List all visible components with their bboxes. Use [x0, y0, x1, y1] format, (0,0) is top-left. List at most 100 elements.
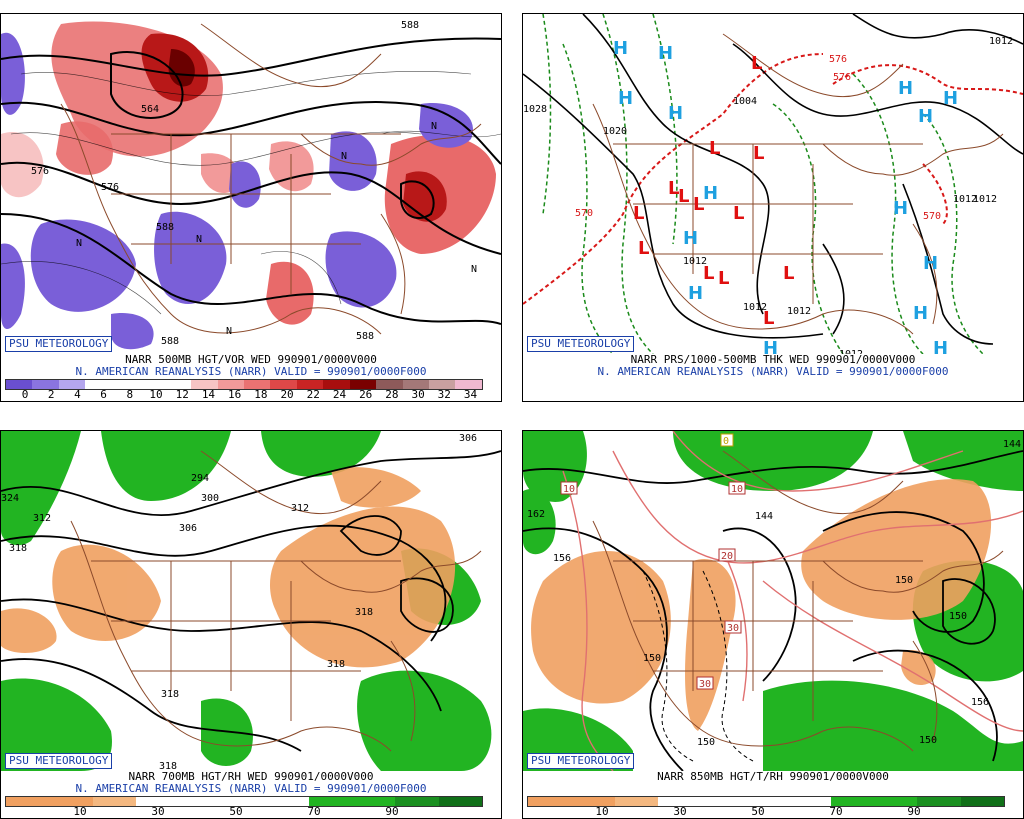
colorbar-swatch [429, 380, 456, 389]
psu-meteorology-badge: PSU METEOROLOGY [527, 753, 635, 769]
psu-meteorology-badge: PSU METEOROLOGY [5, 336, 113, 352]
colorbar-swatch [701, 797, 745, 806]
high-pressure-marker: H [683, 228, 698, 249]
isobar-label: 1012 [973, 194, 997, 205]
geography-outlines [70, 450, 482, 752]
colorbar-tick-label: 10 [595, 805, 609, 818]
product-caption: NARR 500MB HGT/VOR WED 990901/0000V000 [125, 353, 377, 366]
contour-label: 150 [895, 575, 913, 586]
thickness-label: 576 [829, 54, 847, 65]
contour-label: 576 [101, 182, 119, 193]
rh-colorbar [527, 796, 1005, 807]
high-pressure-marker: H [658, 43, 673, 64]
vort-min-label: N [196, 234, 202, 245]
contour-label: 312 [291, 503, 309, 514]
panel-500mb-vorticity: 588 576 564 576 588 588 588 N N N N N N … [0, 13, 502, 402]
colorbar-tick-label: 0 [21, 388, 29, 401]
contour-label: 318 [159, 761, 177, 771]
colorbar-tick-label: 6 [100, 388, 107, 401]
high-pressure-marker: H [933, 338, 948, 354]
geography-outlines [592, 450, 1004, 752]
isotherms-pink [562, 431, 1023, 771]
colorbar-swatch [308, 797, 353, 806]
colorbar-ticks: 10 30 50 70 90 [5, 806, 481, 818]
isobar-label: 1012 [683, 256, 707, 267]
panel-mslp-thickness: 1012 1020 1012 1004 1012 1012 1012 1012 … [522, 13, 1024, 402]
vort-min-label: N [471, 264, 477, 275]
thickness-contours-red [523, 53, 1023, 305]
isobar-label: 1020 [603, 126, 627, 137]
colorbar-ticks: 10 30 50 70 90 [527, 806, 1003, 818]
isobar-label: 1028 [523, 104, 547, 115]
colorbar-swatch [657, 797, 702, 806]
colorbar-tick-label: 32 [437, 388, 451, 401]
colorbar-swatch [58, 380, 86, 389]
isobar-label: 1012 [839, 349, 863, 354]
isobar-label: 1012 [953, 194, 977, 205]
vort-min-label: N [341, 151, 347, 162]
low-pressure-marker: L [703, 263, 714, 284]
colorbar-swatch [265, 797, 309, 806]
geography-outlines [60, 23, 482, 335]
contour-label: 150 [949, 611, 967, 622]
thickness-label: 570 [575, 208, 593, 219]
colorbar-tick-label: 2 [47, 388, 55, 401]
valid-caption: N. AMERICAN REANALYSIS (NARR) VALID = 99… [75, 782, 427, 795]
colorbar-ticks: 0 2 4 6 8 10 12 14 16 18 20 22 24 26 28 30 32 34 [5, 389, 481, 401]
isobar-label: 1012 [787, 306, 811, 317]
psu-meteorology-badge: PSU METEOROLOGY [527, 336, 635, 352]
contour-label: 150 [697, 737, 715, 748]
vort-min-label: N [76, 238, 82, 249]
isobar-label: 1004 [733, 96, 757, 107]
low-pressure-marker: L [693, 194, 704, 215]
isotherm-label: 30 [699, 679, 711, 690]
product-caption: NARR 700MB HGT/RH WED 990901/0000V000 [128, 770, 374, 783]
contour-label: 312 [33, 513, 51, 524]
colorbar-swatch [111, 380, 139, 389]
contour-label: 300 [201, 493, 219, 504]
height-contours [1, 37, 501, 325]
valid-caption: N. AMERICAN REANALYSIS (NARR) VALID = 99… [75, 365, 427, 378]
map-500mb: 588 576 564 576 588 588 588 N N N N N N [1, 20, 501, 350]
contour-labels: 294 300 306 312 318 318 318 318 318 306 … [1, 433, 477, 771]
colorbar-swatch [138, 380, 165, 389]
colorbar-swatch [191, 380, 218, 389]
contour-label: 564 [141, 104, 159, 115]
high-pressure-marker: H [923, 253, 938, 274]
isotherm-label: 10 [563, 484, 575, 495]
high-pressure-marker: H [668, 103, 683, 124]
colorbar-tick-label: 30 [151, 805, 165, 818]
contour-label: 144 [1003, 439, 1021, 450]
contour-labels: 588 576 564 576 588 588 588 N N N N N N [31, 20, 477, 347]
colorbar-tick-label: 50 [229, 805, 243, 818]
height-contours [523, 450, 1023, 771]
colorbar-tick-label: 10 [73, 805, 87, 818]
contour-label: 150 [919, 735, 937, 746]
product-caption: NARR 850MB HGT/T/RH 990901/0000V000 [657, 770, 889, 783]
colorbar-swatch [179, 797, 223, 806]
isotherm-label: 20 [721, 551, 733, 562]
high-pressure-marker: H [613, 38, 628, 59]
colorbar-swatch [402, 380, 429, 389]
low-pressure-marker: L [733, 203, 744, 224]
colorbar-swatch [395, 797, 439, 806]
thickness-contours-green [542, 14, 984, 354]
contour-label: 318 [327, 659, 345, 670]
contour-label: 324 [1, 493, 19, 504]
geography-outlines [592, 33, 1004, 335]
colorbar-swatch [92, 797, 136, 806]
colorbar-tick-label: 24 [332, 388, 347, 401]
thin-contours [1, 70, 501, 315]
colorbar-swatch [243, 380, 271, 389]
vort-min-label: N [226, 326, 232, 337]
panel-700mb-rh: 294 300 306 312 318 318 318 318 318 306 … [0, 430, 502, 819]
colorbar-swatch [135, 797, 180, 806]
high-pressure-marker: H [913, 303, 928, 324]
contour-label: 306 [459, 433, 477, 444]
low-pressure-marker: L [751, 53, 762, 74]
map-700mb: 294 300 306 312 318 318 318 318 318 306 … [1, 431, 501, 771]
contour-label: 150 [643, 653, 661, 664]
colorbar-tick-label: 12 [175, 388, 189, 401]
contour-label: 162 [527, 509, 545, 520]
low-pressure-marker: L [709, 138, 720, 159]
